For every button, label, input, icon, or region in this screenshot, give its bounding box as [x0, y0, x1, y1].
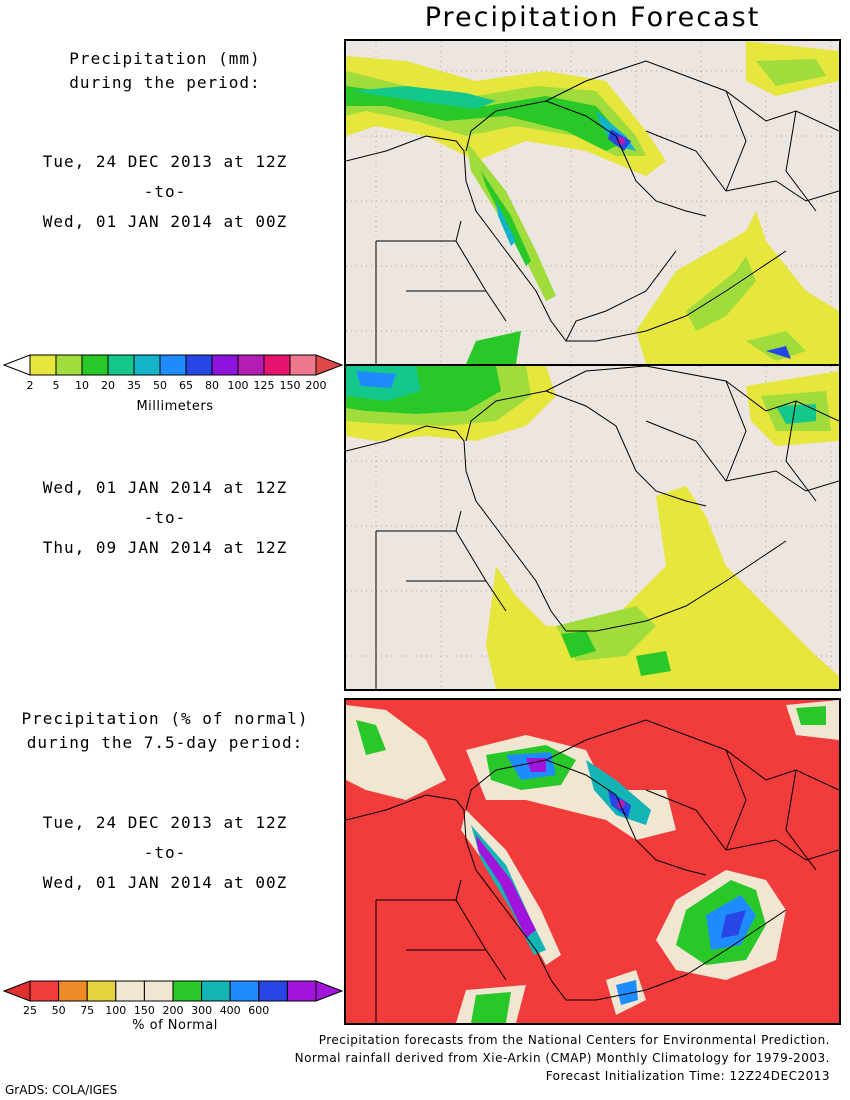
colorbar-tick-label: 75: [80, 1004, 95, 1017]
colorbar-tick-label: 200: [162, 1004, 184, 1017]
page-title: Precipitation Forecast: [424, 2, 761, 33]
map-panel-1-svg: [346, 41, 839, 364]
credit-line-1: Precipitation forecasts from the Nationa…: [318, 1033, 830, 1047]
colorbar-tick-label: 5: [52, 379, 60, 392]
colorbar-tick-label: 125: [253, 379, 275, 392]
panel1-start-date: Tue, 24 DEC 2013 at 12Z: [42, 152, 288, 171]
colorbar-tick-label: 35: [127, 379, 141, 392]
colorbar-tick-label: 65: [179, 379, 193, 392]
colorbar-swatch: [58, 980, 88, 1002]
colorbar-tick-label: 600: [248, 1004, 270, 1017]
colorbar-swatch: [55, 354, 83, 376]
panel1-header-line1: Precipitation (mm): [69, 49, 261, 68]
legend-pct-ticks: 25 50 75 100 150 200 300 400 600: [0, 1004, 345, 1020]
colorbar-tick-label: 100: [227, 379, 249, 392]
map-panel-2: [344, 364, 841, 691]
panel3-header-line1: Precipitation (% of normal): [21, 709, 309, 728]
colorbar-swatch: [29, 354, 57, 376]
colorbar-swatch: [115, 980, 145, 1002]
colorbar-tick-label: 400: [219, 1004, 241, 1017]
legend-mm: [0, 350, 345, 380]
legend-mm-unit: Millimeters: [136, 399, 214, 414]
legend-mm-ticks: 2 5 10 20 35 50 65 80 100 125 150 200: [0, 379, 345, 395]
colorbar-swatch: [229, 980, 260, 1002]
colorbar-tick-label: 200: [305, 379, 327, 392]
legend-pct-unit: % of Normal: [132, 1018, 218, 1033]
panel3-header-line2: during the 7.5-day period:: [26, 733, 304, 752]
colorbar-left-arrow: [2, 980, 31, 1002]
colorbar-swatch: [263, 354, 291, 376]
colorbar-swatch: [185, 354, 213, 376]
colorbar-tick-label: 150: [279, 379, 301, 392]
map-panel-3-svg: [346, 700, 839, 1023]
colorbar-tick-label: 50: [153, 379, 167, 392]
colorbar-swatch: [81, 354, 109, 376]
colorbar-swatch: [201, 980, 231, 1002]
panel1-header: Precipitation (mm) during the period:: [0, 47, 330, 95]
map-panel-2-svg: [346, 366, 839, 689]
grads-footer: GrADS: COLA/IGES: [5, 1083, 118, 1097]
colorbar-swatch: [172, 980, 203, 1002]
legend-pct: [0, 976, 345, 1006]
colorbar-swatch: [143, 980, 174, 1002]
panel1-to: -to-: [143, 182, 187, 201]
colorbar-tick-label: 150: [133, 1004, 155, 1017]
colorbar-swatch: [107, 354, 135, 376]
colorbar-tick-label: 2: [26, 379, 34, 392]
panel3-header: Precipitation (% of normal) during the 7…: [0, 707, 330, 755]
legend-mm-colorbar: [2, 354, 344, 376]
colorbar-left-arrow: [2, 354, 31, 376]
legend-pct-colorbar: [2, 980, 344, 1002]
colorbar-tick-label: 80: [205, 379, 219, 392]
panel3-to: -to-: [143, 843, 187, 862]
panel2-end-date: Thu, 09 JAN 2014 at 12Z: [42, 538, 288, 557]
colorbar-swatch: [286, 980, 317, 1002]
colorbar-tick-label: 50: [51, 1004, 66, 1017]
panel3-start-date: Tue, 24 DEC 2013 at 12Z: [42, 813, 288, 832]
panel3-end-date: Wed, 01 JAN 2014 at 00Z: [42, 873, 288, 892]
colorbar-swatch: [159, 354, 187, 376]
colorbar-swatch: [289, 354, 317, 376]
colorbar-swatch: [133, 354, 161, 376]
colorbar-swatch: [237, 354, 265, 376]
panel1-header-line2: during the period:: [69, 73, 261, 92]
panel2-to: -to-: [143, 508, 187, 527]
colorbar-tick-label: 100: [105, 1004, 127, 1017]
credit-line-3: Forecast Initialization Time: 12Z24DEC20…: [545, 1069, 830, 1083]
colorbar-tick-label: 20: [101, 379, 115, 392]
colorbar-swatch: [258, 980, 288, 1002]
credit-line-2: Normal rainfall derived from Xie-Arkin (…: [294, 1051, 830, 1065]
map-panel-3: [344, 698, 841, 1025]
colorbar-tick-label: 300: [191, 1004, 213, 1017]
colorbar-right-arrow: [315, 980, 344, 1002]
colorbar-tick-label: 25: [23, 1004, 37, 1017]
panel1-end-date: Wed, 01 JAN 2014 at 00Z: [42, 212, 288, 231]
colorbar-swatch: [211, 354, 239, 376]
map-panel-1: [344, 39, 841, 366]
colorbar-swatch: [86, 980, 117, 1002]
colorbar-tick-label: 10: [75, 379, 89, 392]
colorbar-right-arrow: [315, 354, 344, 376]
colorbar-swatch: [29, 980, 60, 1002]
panel2-start-date: Wed, 01 JAN 2014 at 12Z: [42, 478, 288, 497]
